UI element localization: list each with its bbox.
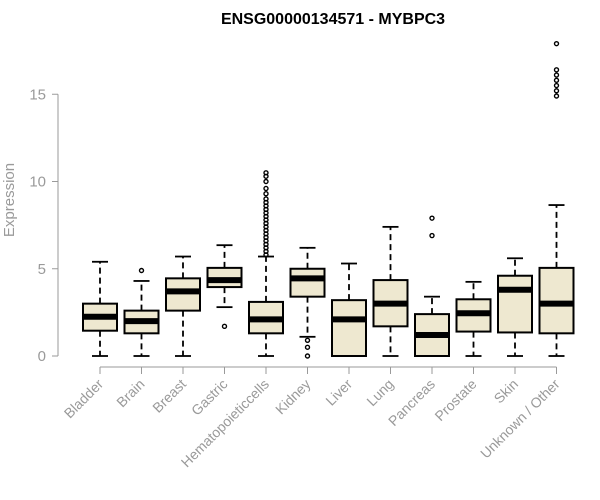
box-group	[538, 40, 575, 357]
iqr-box	[289, 267, 326, 298]
outlier-point	[553, 72, 560, 78]
box-group	[165, 255, 201, 357]
outlier-point	[429, 232, 435, 239]
y-tick-label: 15	[29, 86, 46, 103]
outlier-point	[553, 88, 560, 94]
outlier-point	[263, 178, 269, 185]
plot-layer	[82, 40, 575, 359]
x-tick-label: Kidney	[272, 376, 314, 418]
box-group	[497, 257, 533, 357]
outlier-point	[304, 337, 311, 343]
outlier-point	[429, 215, 435, 221]
iqr-box	[497, 274, 533, 334]
box-group	[455, 280, 492, 357]
x-tick-label: Liver	[322, 376, 355, 409]
iqr-box	[165, 277, 201, 312]
outlier-point	[263, 191, 269, 197]
outlier-point	[263, 196, 269, 202]
x-tick-label: Breast	[149, 376, 189, 416]
box-group	[248, 170, 284, 357]
y-tick-label: 0	[38, 348, 46, 365]
chart-title: ENSG00000134571 - MYBPC3	[221, 11, 445, 28]
box-group	[123, 267, 160, 357]
x-tick-label: Prostate	[431, 376, 479, 424]
x-tick-label: Lung	[363, 376, 396, 409]
outlier-point	[138, 267, 145, 274]
y-tick-label: 5	[38, 261, 46, 278]
box-group	[289, 246, 326, 359]
outlier-point	[304, 344, 311, 350]
y-axis-label: Expression	[1, 163, 18, 237]
x-tick-label: Skin	[491, 376, 522, 407]
outlier-point	[221, 323, 228, 330]
iqr-box	[331, 299, 367, 358]
box-group	[372, 225, 409, 357]
x-tick-label: Brain	[113, 376, 147, 410]
outlier-point	[553, 77, 560, 83]
box-group	[414, 215, 450, 357]
outlier-point	[553, 67, 560, 73]
box-group	[331, 262, 367, 358]
x-tick-label: Bladder	[61, 376, 107, 422]
outlier-point	[553, 93, 560, 99]
outlier-point	[263, 170, 269, 176]
iqr-box	[538, 266, 575, 335]
y-tick-label: 10	[29, 174, 46, 191]
outlier-point	[553, 40, 560, 47]
outlier-point	[263, 185, 269, 192]
outlier-point	[553, 82, 560, 89]
x-tick-label: Unknown / Other	[477, 376, 563, 462]
outlier-point	[304, 353, 311, 359]
box-group	[82, 260, 118, 357]
box-group	[206, 244, 243, 330]
